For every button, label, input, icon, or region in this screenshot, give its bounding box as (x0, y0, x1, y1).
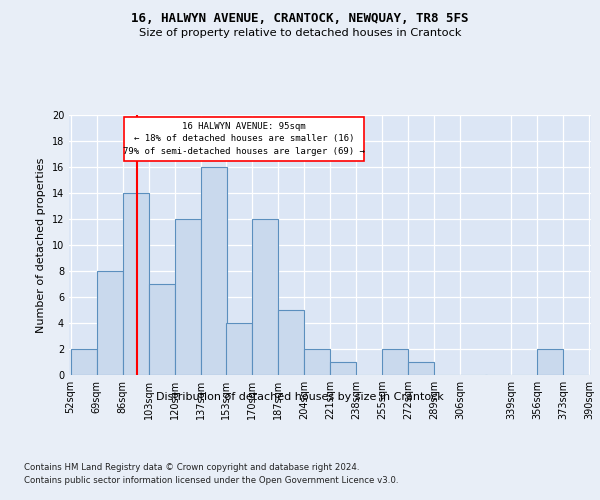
Bar (408, 362, 434, 375)
Bar (71, 349, 97, 375)
Bar (252, 219, 278, 375)
Bar (201, 167, 227, 375)
Bar (123, 193, 149, 375)
Text: 16 HALWYN AVENUE: 95sqm
← 18% of detached houses are smaller (16)
79% of semi-de: 16 HALWYN AVENUE: 95sqm ← 18% of detache… (123, 122, 365, 156)
Text: Distribution of detached houses by size in Crantock: Distribution of detached houses by size … (156, 392, 444, 402)
Bar (382, 349, 408, 375)
Bar (149, 284, 175, 375)
Bar (330, 362, 356, 375)
Bar (226, 323, 252, 375)
Bar (537, 349, 563, 375)
Text: Size of property relative to detached houses in Crantock: Size of property relative to detached ho… (139, 28, 461, 38)
Bar (278, 310, 304, 375)
Bar (97, 271, 123, 375)
Y-axis label: Number of detached properties: Number of detached properties (36, 158, 46, 332)
Text: 16, HALWYN AVENUE, CRANTOCK, NEWQUAY, TR8 5FS: 16, HALWYN AVENUE, CRANTOCK, NEWQUAY, TR… (131, 12, 469, 26)
FancyBboxPatch shape (124, 117, 364, 160)
Bar (175, 219, 201, 375)
Text: Contains public sector information licensed under the Open Government Licence v3: Contains public sector information licen… (24, 476, 398, 485)
Bar (304, 349, 330, 375)
Text: Contains HM Land Registry data © Crown copyright and database right 2024.: Contains HM Land Registry data © Crown c… (24, 462, 359, 471)
